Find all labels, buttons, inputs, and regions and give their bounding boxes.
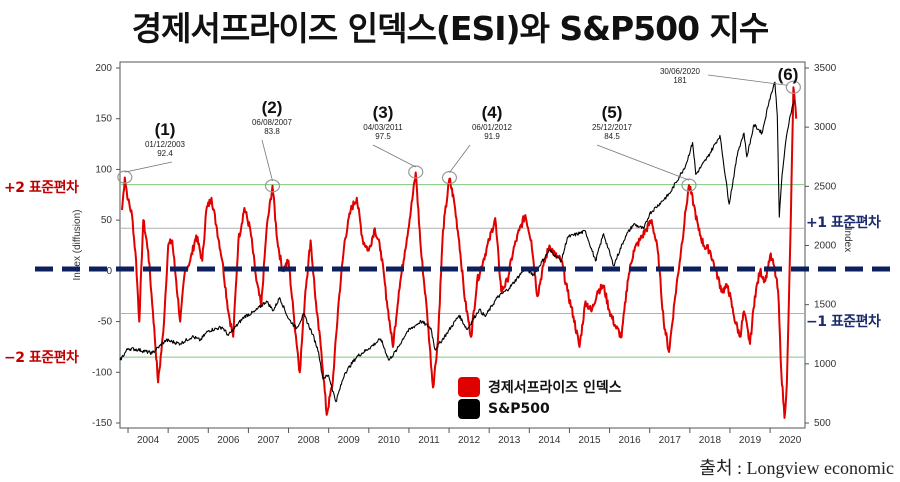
annotation-leader [707,74,788,86]
y-right-tick-label: 1500 [814,300,837,311]
y-left-tick-label: 0 [106,266,112,277]
y-left-tick-label: 150 [95,114,112,125]
sp500-line [119,81,795,403]
annotation-circle [117,170,133,184]
annotation-value: 83.8 [264,127,280,136]
x-tick-label: 2013 [498,435,521,446]
x-tick-label: 2018 [699,435,722,446]
y-right-tick-label: 3000 [814,122,837,133]
x-tick-label: 2006 [217,435,240,446]
x-tick-label: 2008 [297,435,320,446]
annotation-number: (2) [262,98,283,117]
x-tick-label: 2017 [659,435,682,446]
x-tick-label: 2016 [619,435,642,446]
legend-swatch-sp500 [458,399,480,419]
source-credit: 출처 : Longview economic [699,458,894,478]
y-left-tick-label: 50 [101,215,113,226]
legend-item-esi: 경제서프라이즈 인덱스 [458,376,622,398]
annotation-leader [596,144,690,181]
y-right-tick-label: 3500 [814,63,837,74]
annotation-number: (3) [373,103,394,122]
y-left-tick-label: 100 [95,164,112,175]
annotation-date: 06/08/2007 [252,118,293,127]
y-right-tick-label: 2500 [814,181,837,192]
minus1-sd-label: −1 표준편차 [806,314,881,330]
annotation-circle [681,178,697,192]
y-axis-left-label: Index (diffusion) [72,210,83,281]
annotation-leader [449,144,471,173]
x-tick-label: 2005 [177,435,200,446]
annotation-number: (6) [778,65,799,84]
y-left-tick-label: -50 [98,317,113,328]
x-tick-label: 2010 [378,435,401,446]
x-tick-label: 2020 [779,435,802,446]
y-right-tick-label: 2000 [814,241,837,252]
x-tick-label: 2009 [338,435,361,446]
x-tick-label: 2011 [418,435,440,446]
annotation-circle [785,80,801,94]
annotation-value: 92.4 [157,149,173,158]
annotation-leader [372,144,416,168]
annotation-value: 97.5 [375,132,391,141]
y-axis-right-label: Index [842,228,853,252]
annotation-circle [408,165,424,179]
annotation-number: (5) [602,103,623,122]
legend-item-sp500: S&P500 [458,398,622,420]
x-tick-label: 2019 [739,435,762,446]
annotation-value: 91.9 [484,132,500,141]
x-tick-label: 2012 [458,435,481,446]
annotation-date: 01/12/2003 [145,140,186,149]
annotation-date: 04/03/2011 [363,123,403,132]
legend-label-sp500: S&P500 [488,401,550,417]
minus2-sd-label: −2 표준편차 [4,350,79,366]
y-right-tick-label: 1000 [814,359,837,370]
legend: 경제서프라이즈 인덱스 S&P500 [458,376,622,420]
legend-swatch-esi [458,377,480,397]
y-left-tick-label: 200 [95,63,112,74]
x-tick-label: 2007 [257,435,280,446]
chart-title: 경제서프라이즈 인덱스(ESI)와 S&P500 지수 [131,9,770,48]
annotation-circle [441,171,458,185]
legend-label-esi: 경제서프라이즈 인덱스 [488,380,622,396]
annotation-date: 06/01/2012 [472,123,513,132]
esi-line [121,86,798,419]
annotation-date: 30/06/2020 [660,67,701,76]
x-tick-label: 2004 [137,435,160,446]
y-left-tick-label: -150 [92,418,112,429]
annotation-value: 84.5 [604,132,620,141]
annotation-number: (4) [482,103,503,122]
annotation-number: (1) [155,120,176,139]
y-left-tick-label: -100 [92,367,112,378]
x-tick-label: 2015 [578,435,601,446]
annotation-leader [261,139,273,181]
plus1-sd-label: +1 표준편차 [806,215,881,231]
annotation-value: 181 [673,76,687,85]
x-tick-label: 2014 [538,435,561,446]
plus2-sd-label: +2 표준편차 [4,180,79,196]
annotation-leader [124,161,173,173]
annotation-date: 25/12/2017 [592,123,633,132]
y-right-tick-label: 500 [814,418,831,429]
